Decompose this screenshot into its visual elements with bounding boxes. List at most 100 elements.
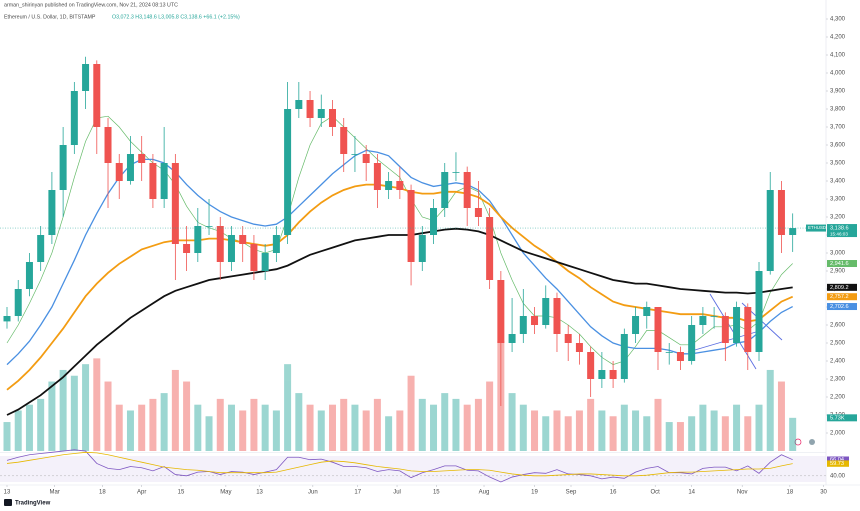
volume-bar	[183, 381, 191, 451]
candle-body	[272, 235, 280, 253]
y-tick-label: 3,600	[830, 143, 846, 149]
footer-logo	[4, 499, 12, 506]
volume-tag-label: 5.73K	[830, 415, 845, 421]
candle-body	[205, 226, 213, 227]
volume-bar	[587, 398, 595, 451]
x-tick-label: 18	[99, 490, 106, 496]
volume-bar	[216, 398, 224, 451]
candle-body	[418, 235, 426, 262]
y-tick-label: 3,300	[830, 197, 846, 203]
volume-bar	[430, 404, 438, 451]
candle-body	[452, 172, 460, 173]
y-tick-label: 4,300	[830, 17, 846, 23]
rsi-tag-label: 66.04	[830, 457, 844, 463]
symbol-tag	[806, 224, 826, 232]
volume-bar	[676, 422, 684, 451]
volume-bar	[93, 358, 101, 451]
volume-bar	[733, 404, 741, 451]
x-tick-label: 16	[610, 490, 617, 496]
candle-body	[194, 226, 202, 253]
volume-bar	[284, 364, 292, 451]
candle-body	[564, 334, 572, 343]
candle-body	[70, 91, 78, 145]
volume-bar	[564, 416, 572, 451]
candle-body	[126, 154, 134, 181]
candle-body	[138, 154, 146, 163]
candle-body	[340, 127, 348, 154]
x-tick-label: Mar	[50, 490, 60, 496]
candle-body	[82, 64, 90, 91]
y-tick-label: 3,200	[830, 215, 846, 221]
ma-tag-label: 2,809.2	[830, 285, 849, 291]
candle-body	[295, 100, 303, 109]
volume-bar	[519, 404, 527, 451]
x-tick-label: 15	[178, 490, 185, 496]
candle-body	[553, 298, 561, 334]
volume-bar	[542, 416, 550, 451]
volume-bar	[227, 404, 235, 451]
candle-body	[531, 316, 539, 325]
candle-body	[519, 316, 527, 334]
candle-body	[239, 235, 247, 244]
volume-bar	[37, 398, 45, 451]
volume-bar	[250, 398, 258, 451]
volume-bar	[474, 398, 482, 451]
volume-bar	[777, 381, 785, 451]
volume-bar	[239, 410, 247, 451]
candle-body	[766, 190, 774, 271]
symbol-tag-label: ETHUSD	[808, 225, 826, 230]
candle-body	[227, 235, 235, 262]
candle-body	[721, 316, 729, 343]
candle-body	[351, 154, 359, 155]
volume-bar	[486, 381, 494, 451]
volume-bar	[171, 369, 179, 451]
volume-bar	[418, 398, 426, 451]
candle-body	[486, 217, 494, 280]
candle-body	[48, 190, 56, 235]
candle-body	[699, 316, 707, 325]
ohlc-text: O3,072.3 H3,148.6 L3,005.8 C3,138.6 +66.…	[112, 14, 240, 20]
candle-body	[441, 172, 449, 208]
candle-body	[160, 163, 168, 199]
y-tick-label: 3,400	[830, 179, 846, 185]
volume-bars	[3, 341, 797, 451]
volume-bar	[699, 404, 707, 451]
candle-body	[463, 172, 471, 208]
candle-body	[149, 163, 157, 199]
candle-body	[59, 145, 67, 190]
volume-bar	[194, 404, 202, 451]
candle-body	[396, 181, 404, 190]
flag-icon	[809, 439, 815, 445]
volume-bar	[396, 410, 404, 451]
close-tag-label: 3,138.6	[830, 226, 849, 232]
volume-bar	[688, 416, 696, 451]
candle-body	[407, 190, 415, 262]
candle-body	[261, 253, 269, 271]
rsi-tag-label: 59.73	[830, 461, 844, 467]
y-tick-label: 3,000	[830, 251, 846, 257]
volume-bar	[598, 410, 606, 451]
candle-body	[789, 228, 797, 235]
candle-body	[284, 109, 292, 235]
candle-body	[373, 163, 381, 190]
volume-bar	[632, 410, 640, 451]
y-tick-label: 3,700	[830, 125, 846, 131]
volume-bar	[82, 364, 90, 451]
ma-tag	[827, 260, 857, 268]
volume-bar	[59, 369, 67, 451]
candle-body	[385, 181, 393, 190]
candle-body	[328, 109, 336, 127]
volume-bar	[531, 410, 539, 451]
volume-bar	[261, 404, 269, 451]
volume-bar	[25, 404, 33, 451]
volume-bar	[295, 393, 303, 451]
chart-title: Ethereum / U.S. Dollar, 1D, BITSTAMP	[4, 14, 96, 20]
x-tick-label: Jun	[308, 490, 318, 496]
volume-bar	[766, 369, 774, 451]
moving-average	[6, 227, 793, 416]
volume-bar	[463, 404, 471, 451]
candles	[3, 56, 797, 406]
volume-bar	[126, 410, 134, 451]
x-tick-label: May	[220, 490, 231, 496]
candle-body	[542, 298, 550, 325]
